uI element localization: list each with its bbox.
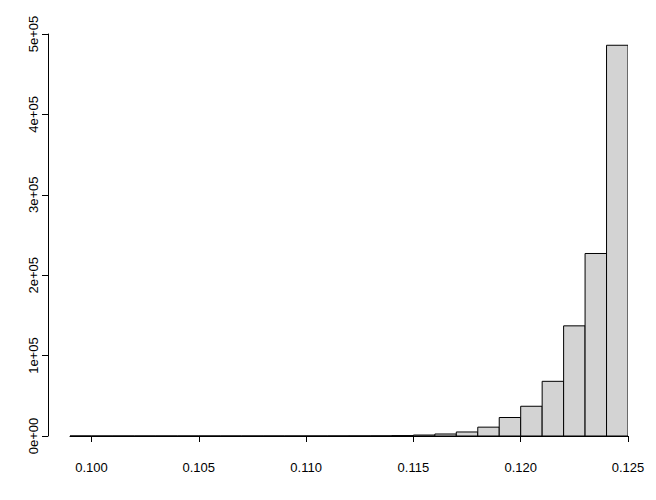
svg-text:5e+05: 5e+05 xyxy=(26,16,41,53)
svg-text:0.110: 0.110 xyxy=(290,460,322,475)
svg-text:4e+05: 4e+05 xyxy=(26,96,41,133)
svg-text:0.105: 0.105 xyxy=(182,460,215,475)
svg-text:2e+05: 2e+05 xyxy=(26,257,41,294)
svg-text:1e+05: 1e+05 xyxy=(26,337,41,374)
svg-text:0e+00: 0e+00 xyxy=(26,418,41,455)
svg-text:0.125: 0.125 xyxy=(612,460,645,475)
svg-text:0.100: 0.100 xyxy=(75,460,108,475)
svg-text:0.115: 0.115 xyxy=(398,460,430,475)
svg-text:0.120: 0.120 xyxy=(504,460,537,475)
svg-text:3e+05: 3e+05 xyxy=(26,177,41,214)
